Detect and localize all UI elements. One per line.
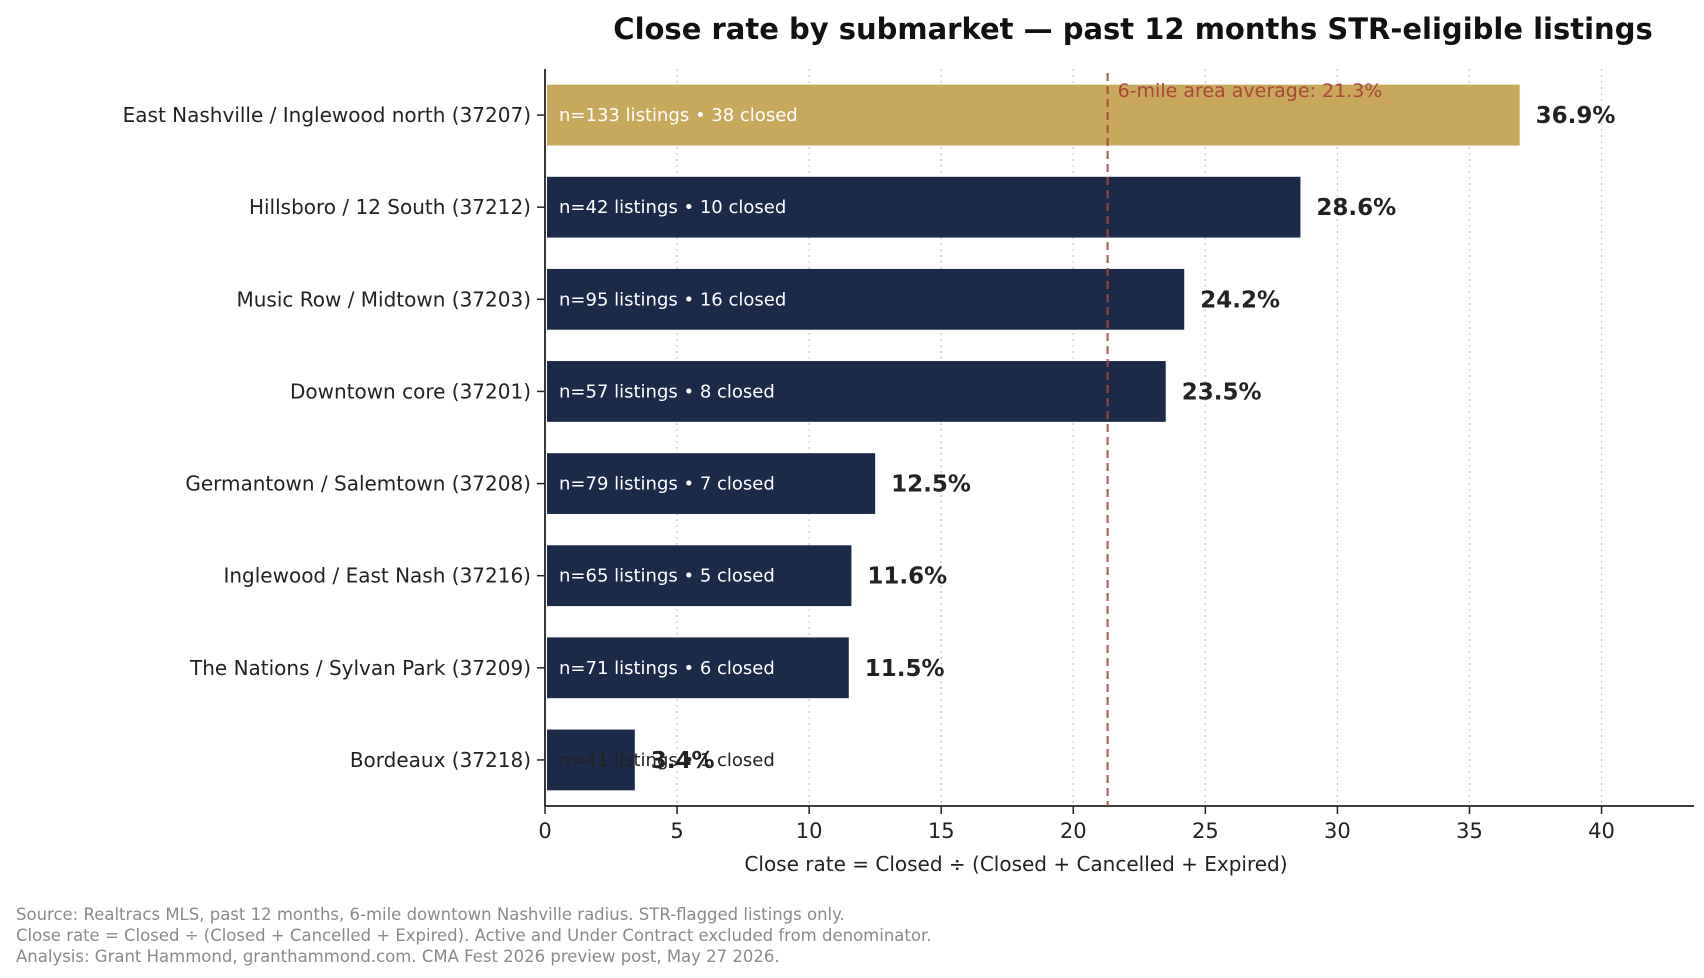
- x-tick-label-5: 5: [670, 819, 683, 843]
- category-label-7: The Nations / Sylvan Park (37209): [189, 656, 531, 680]
- category-label-4: Downtown core (37201): [290, 379, 531, 403]
- value-label-8: 3.4%: [651, 748, 715, 774]
- bar-3: [547, 268, 1185, 330]
- footnote-source: Source: Realtracs MLS, past 12 months, 6…: [16, 905, 845, 924]
- category-label-5: Germantown / Salemtown (37208): [185, 472, 531, 496]
- category-label-6: Inglewood / East Nash (37216): [223, 564, 531, 588]
- average-label: 6-mile area average: 21.3%: [1118, 80, 1383, 102]
- bar-count-label-2: n=42 listings • 10 closed: [559, 197, 786, 218]
- bar-count-label-4: n=57 listings • 8 closed: [559, 381, 775, 402]
- bars: n=133 listings • 38 closed 36.9% n=42 list…: [547, 84, 1616, 791]
- bar-7: [547, 637, 849, 699]
- x-tick-label-10: 10: [796, 819, 823, 843]
- value-label-5: 12.5%: [891, 472, 971, 498]
- average-reference: 6-mile area average: 21.3%: [1106, 73, 1383, 806]
- bar-8: [547, 729, 635, 791]
- category-label-2: Hillsboro / 12 South (37212): [249, 195, 531, 219]
- x-tick-label-35: 35: [1456, 819, 1483, 843]
- bar-count-label-5: n=79 listings • 7 closed: [559, 474, 775, 495]
- category-label-3: Music Row / Midtown (37203): [236, 287, 531, 311]
- axes: 0 5 10 15 20 25 30 35 40 East Nashville / Inglewo…: [123, 69, 1694, 843]
- x-tick-label-20: 20: [1060, 819, 1087, 843]
- footnote-analysis: Analysis: Grant Hammond, granthammond.co…: [16, 947, 780, 966]
- x-tick-label-30: 30: [1324, 819, 1351, 843]
- bar-1: [547, 84, 1520, 146]
- bar-2: [547, 176, 1301, 238]
- value-label-2: 28.6%: [1316, 195, 1396, 221]
- footnote-definition: Close rate = Closed ÷ (Closed + Cancelle…: [16, 926, 931, 945]
- value-label-1: 36.9%: [1536, 103, 1616, 129]
- x-tick-label-25: 25: [1192, 819, 1219, 843]
- bar-5: [547, 453, 876, 514]
- bar-count-label-1: n=133 listings • 38 closed: [559, 105, 798, 126]
- value-label-7: 11.5%: [865, 656, 945, 682]
- bar-count-label-6: n=65 listings • 5 closed: [559, 566, 775, 587]
- value-label-6: 11.6%: [867, 564, 947, 590]
- bar-6: [547, 545, 852, 607]
- x-tick-label-40: 40: [1588, 819, 1615, 843]
- x-axis-title: Close rate = Closed ÷ (Closed + Cancelle…: [744, 852, 1287, 876]
- x-tick-label-0: 0: [538, 819, 551, 843]
- value-label-4: 23.5%: [1182, 379, 1262, 405]
- bar-count-label-8: n=41 listings • 1 closed: [559, 750, 775, 771]
- chart-title: Close rate by submarket — past 12 months…: [613, 12, 1652, 46]
- value-label-3: 24.2%: [1200, 287, 1280, 313]
- bar-4: [547, 361, 1166, 422]
- bar-count-label-7: n=71 listings • 6 closed: [559, 658, 775, 679]
- category-label-8: Bordeaux (37218): [350, 748, 531, 772]
- bar-count-label-3: n=95 listings • 16 closed: [559, 289, 786, 310]
- x-tick-label-15: 15: [928, 819, 955, 843]
- category-label-1: East Nashville / Inglewood north (37207): [123, 103, 531, 127]
